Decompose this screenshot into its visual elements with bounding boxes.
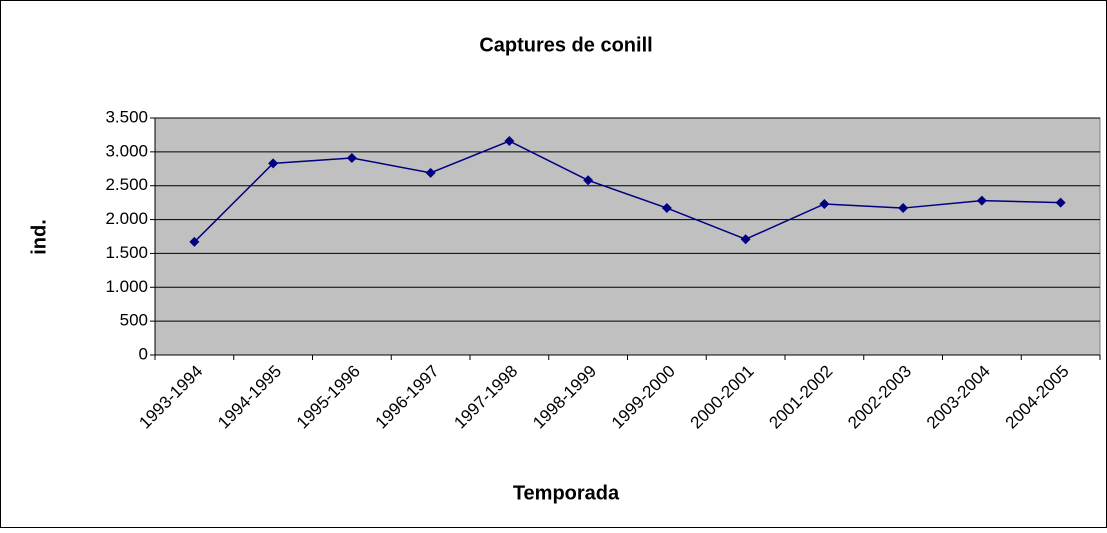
y-tick-label: 3.500 — [105, 107, 148, 126]
data-point — [661, 203, 672, 214]
y-tick-label: 1.500 — [105, 243, 148, 262]
y-tick-label: 3.000 — [105, 141, 148, 160]
data-point — [819, 198, 830, 209]
y-tick-label: 2.500 — [105, 175, 148, 194]
series-line — [193, 140, 1061, 243]
y-tick-label: 1.000 — [105, 277, 148, 296]
y-axis-label: ind. — [28, 219, 50, 255]
data-point — [189, 236, 200, 247]
data-point — [740, 234, 751, 245]
data-point — [583, 175, 594, 186]
data-point — [976, 195, 987, 206]
y-tick-label: 0 — [139, 344, 148, 363]
data-point — [346, 152, 357, 163]
data-point — [504, 136, 515, 147]
plot-area — [154, 117, 1101, 356]
data-point — [268, 158, 279, 169]
data-point — [1055, 197, 1066, 208]
y-tick-label: 500 — [120, 311, 148, 330]
data-point — [898, 203, 909, 214]
y-tick-label: 2.000 — [105, 209, 148, 228]
data-point — [425, 167, 436, 178]
x-axis-label: Temporada — [513, 482, 620, 504]
chart-title: Captures de conill — [479, 34, 652, 56]
